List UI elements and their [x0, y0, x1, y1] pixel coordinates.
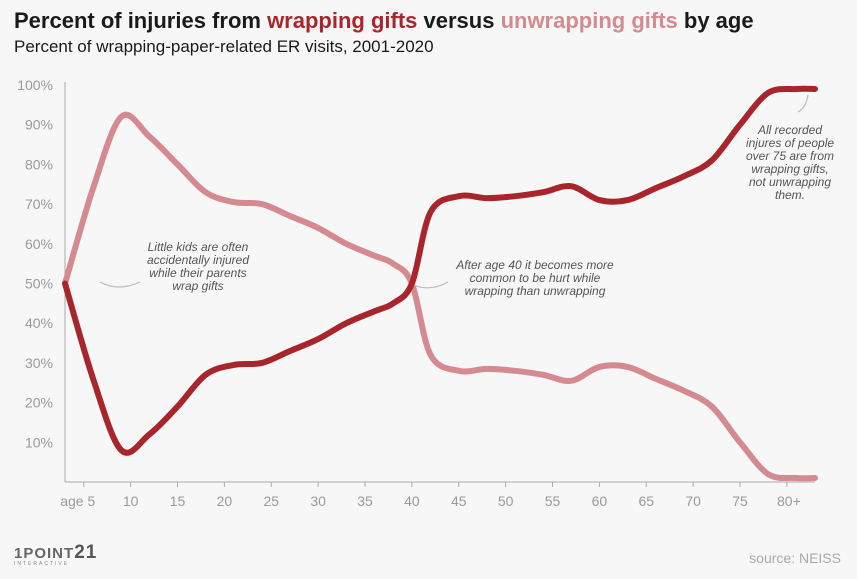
title-mid: versus [417, 8, 501, 33]
y-tick-label: 80% [25, 156, 53, 172]
annotation-line: while their parents [149, 266, 246, 280]
annotation-leader [797, 94, 809, 113]
title-suffix: by age [677, 8, 754, 33]
y-tick-label: 70% [25, 196, 53, 212]
annotation-line: wrapping gifts, [751, 162, 828, 176]
x-tick-label: 30 [310, 493, 326, 509]
x-tick-label: 35 [357, 493, 373, 509]
y-tick-label: 100% [17, 77, 53, 93]
annotation-line: over 75 are from [746, 149, 834, 163]
x-tick-label: 75 [732, 493, 748, 509]
y-tick-label: 60% [25, 236, 53, 252]
title-wrapping: wrapping gifts [267, 8, 418, 33]
x-tick-label: 80+ [777, 493, 801, 509]
series-line-wrapping [62, 85, 818, 456]
series-line-unwrapping [62, 111, 818, 482]
x-tick-label: 60 [592, 493, 608, 509]
annotation-leader [99, 281, 141, 288]
annotation-line: them. [775, 188, 805, 202]
logo-number: 21 [74, 542, 98, 563]
annotation-line: common to be hurt while [470, 271, 601, 285]
y-tick-label: 30% [25, 355, 53, 371]
x-tick-label: age 5 [60, 493, 95, 509]
title-prefix: Percent of injuries from [14, 8, 268, 33]
source-note: source: NEISS [749, 550, 841, 566]
annotation-line: Little kids are often [148, 240, 249, 254]
x-tick-label: 45 [451, 493, 467, 509]
y-tick-label: 90% [25, 117, 53, 133]
y-tick-label: 50% [25, 276, 53, 292]
x-tick-label: 55 [545, 493, 561, 509]
x-tick-label: 70 [685, 493, 701, 509]
x-tick-label: 65 [638, 493, 654, 509]
annotation-line: All recorded [757, 123, 822, 137]
x-tick-label: 50 [498, 493, 514, 509]
annotation-line: wrapping than unwrapping [465, 284, 606, 298]
y-tick-label: 10% [25, 434, 53, 450]
y-tick-label: 40% [25, 315, 53, 331]
title-unwrapping: unwrapping gifts [500, 8, 678, 33]
annotation-line: accidentally injured [147, 253, 249, 267]
brand-logo: 1POINT21 INTERACTIVE [14, 542, 98, 567]
x-tick-label: 40 [404, 493, 420, 509]
chart-axes: 10% 20% 30% 40% 50% 60% 70% 80% 90% 100% age 5 10 15… [17, 77, 815, 509]
chart-series [62, 85, 818, 482]
y-tick-label: 20% [25, 395, 53, 411]
logo-subtext: INTERACTIVE [14, 561, 70, 567]
chart-subtitle: Percent of wrapping-paper-related ER vis… [14, 37, 434, 56]
annotation-line: wrap gifts [172, 279, 223, 293]
annotation-line: not unwrapping [749, 175, 831, 189]
annotation-line: injures of people [746, 136, 834, 150]
logo-main: 1POINT [14, 545, 75, 562]
x-tick-label: 15 [170, 493, 186, 509]
x-tick-label: 25 [263, 493, 279, 509]
x-tick-label: 20 [217, 493, 233, 509]
x-tick-label: 10 [123, 493, 139, 509]
chart-title: Percent of injuries from wrapping gifts … [14, 8, 754, 34]
annotation-leader [413, 281, 449, 289]
annotation-line: After age 40 it becomes more [455, 258, 614, 272]
